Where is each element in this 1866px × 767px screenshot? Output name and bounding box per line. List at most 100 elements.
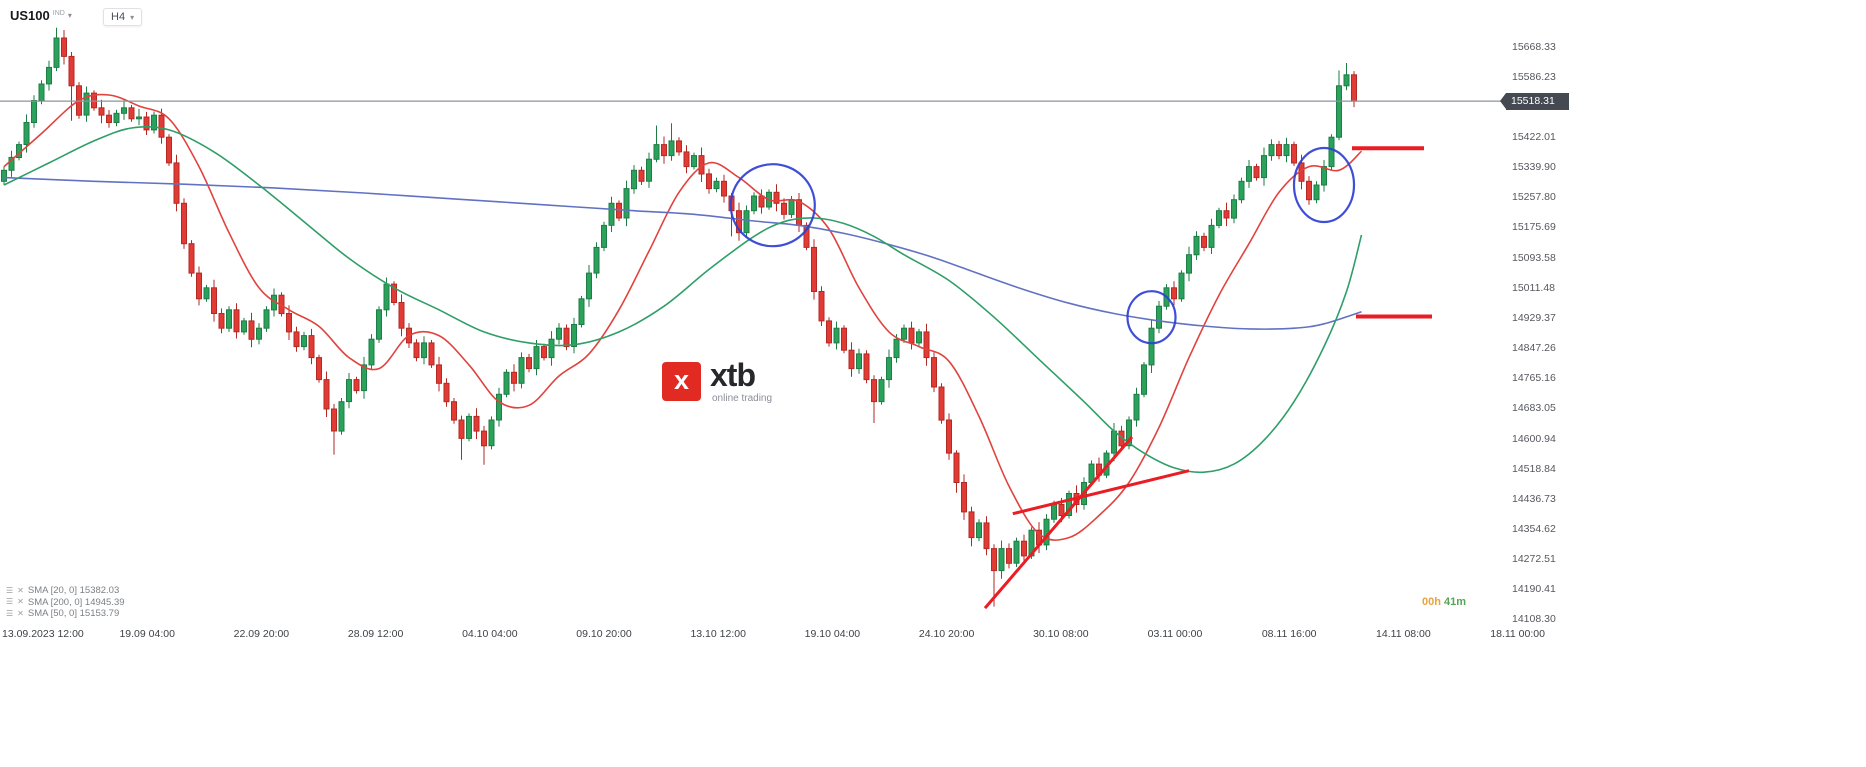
price-axis-label: 15175.69 — [1512, 221, 1556, 234]
candle-body — [158, 114, 165, 138]
candle-body — [443, 382, 450, 403]
price-axis-label: 14190.41 — [1512, 583, 1556, 596]
annotation-circle[interactable] — [1126, 290, 1177, 345]
candle-body — [1201, 235, 1207, 248]
time-axis-label: 19.09 04:00 — [119, 628, 175, 640]
candle-body — [1268, 144, 1275, 157]
candle-body — [593, 246, 600, 274]
candle-body — [421, 342, 427, 359]
candle-body — [961, 482, 967, 513]
time-axis-label: 04.10 04:00 — [462, 628, 518, 640]
price-axis-label: 14436.73 — [1512, 492, 1556, 505]
indicator-settings-icon[interactable]: ☰ — [6, 585, 14, 595]
candle-body — [856, 353, 862, 370]
price-axis-label: 15586.23 — [1512, 70, 1556, 83]
candle-body — [953, 452, 960, 484]
candle-body — [916, 331, 922, 344]
candle-body — [496, 393, 502, 421]
candle-body — [188, 243, 195, 274]
candle-body — [1283, 144, 1290, 157]
candle-body — [623, 188, 630, 219]
candle-body — [1246, 166, 1252, 182]
time-axis-label: 08.11 16:00 — [1261, 628, 1317, 640]
indicator-remove-icon[interactable]: ✕ — [17, 608, 24, 618]
candle-body — [668, 140, 675, 157]
candle-body — [788, 199, 795, 215]
candle-body — [803, 224, 810, 248]
timeframe-selector[interactable]: H4 ▾ — [103, 8, 143, 26]
indicator-label: SMA [200, 0] 14945.39 — [27, 596, 125, 608]
price-axis-label: 14847.26 — [1512, 342, 1556, 355]
candle-body — [931, 357, 937, 388]
candle-body — [713, 180, 720, 190]
candle-body — [361, 364, 367, 392]
candle-body — [548, 338, 555, 359]
candle-body — [241, 320, 247, 333]
candle-body — [1208, 224, 1215, 248]
annotation-circle[interactable] — [1292, 146, 1356, 224]
candle-body — [391, 283, 397, 304]
price-axis-label: 15668.33 — [1512, 40, 1556, 53]
candle-body — [1058, 504, 1065, 516]
candle-body — [1193, 235, 1200, 256]
time-axis-label: 28.09 12:00 — [347, 628, 404, 640]
candle-body — [601, 224, 607, 248]
price-axis-label: 14765.16 — [1512, 372, 1556, 385]
candle-body — [631, 169, 637, 190]
instrument-selector[interactable]: US100 IND ▾ — [10, 9, 72, 23]
candle-body — [436, 364, 442, 384]
candle-body — [526, 357, 532, 370]
candle-body — [1291, 144, 1297, 164]
candle-body — [368, 338, 375, 366]
price-chart[interactable] — [0, 0, 1600, 650]
instrument-type-label: IND — [52, 10, 65, 17]
sma-200-line[interactable] — [3, 176, 1362, 330]
candle-body — [1186, 254, 1192, 274]
candle-body — [893, 338, 900, 359]
sma-20-line[interactable] — [3, 93, 1363, 541]
time-axis-label: 24.10 20:00 — [918, 628, 975, 640]
instrument-symbol: US100 — [10, 8, 50, 23]
sma-50-line[interactable] — [3, 125, 1363, 474]
candle-body — [248, 320, 255, 340]
indicator-remove-icon[interactable]: ✕ — [17, 585, 24, 595]
candle-body — [796, 199, 802, 226]
trendline[interactable] — [983, 435, 1134, 610]
candle-body — [1231, 199, 1237, 219]
candle-body — [203, 287, 210, 300]
candle-body — [1306, 180, 1312, 201]
trendline[interactable] — [1012, 469, 1190, 516]
candle-body — [908, 327, 915, 344]
indicator-remove-icon[interactable]: ✕ — [17, 597, 24, 607]
candle-body — [578, 298, 585, 325]
indicator-label: SMA [20, 0] 15382.03 — [27, 585, 120, 597]
candle-body — [413, 342, 420, 359]
candle-body — [968, 511, 975, 539]
candle-body — [1066, 493, 1072, 516]
candle-body — [886, 357, 892, 381]
candle-body — [151, 114, 157, 131]
candle-body — [31, 100, 37, 123]
candle-body — [1253, 166, 1260, 179]
candle-body — [556, 327, 562, 340]
candle-body — [338, 401, 345, 432]
price-axis-label: 15093.58 — [1512, 251, 1556, 264]
candle-body — [811, 246, 817, 292]
candle-body — [871, 379, 877, 403]
indicator-label: SMA [50, 0] 15153.79 — [27, 608, 120, 620]
indicator-settings-icon[interactable]: ☰ — [6, 597, 14, 607]
candle-body — [781, 202, 787, 215]
candle-body — [46, 66, 52, 85]
indicator-settings-icon[interactable]: ☰ — [6, 608, 14, 618]
candle-body — [751, 195, 757, 212]
candle-body — [8, 156, 15, 171]
candle-body — [1111, 430, 1117, 454]
candle-body — [113, 112, 120, 124]
candle-body — [218, 313, 225, 329]
candle-body — [1261, 155, 1267, 179]
candle-body — [301, 335, 307, 348]
candle-body — [488, 419, 495, 447]
candle-body — [1006, 548, 1012, 564]
annotation-circle[interactable] — [729, 163, 816, 248]
